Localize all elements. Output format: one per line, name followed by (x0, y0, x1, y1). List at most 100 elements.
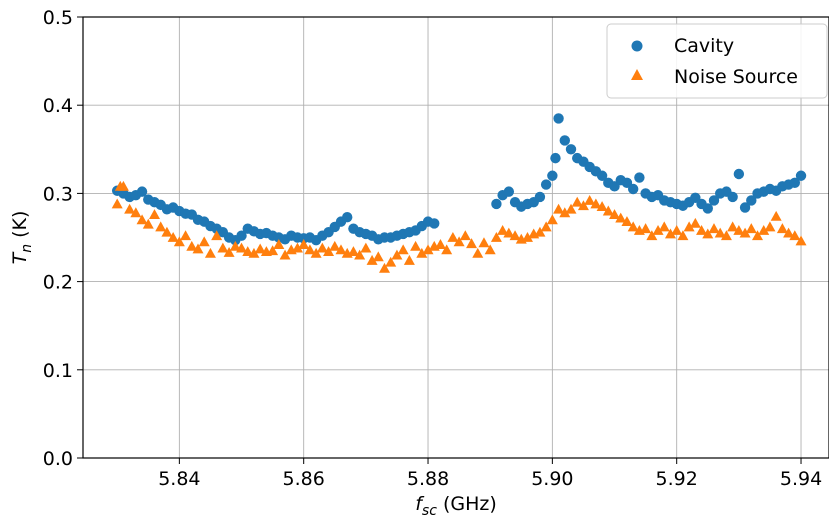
noise-source-point (447, 232, 459, 242)
noise-source-point (577, 200, 589, 211)
cavity-point (540, 179, 552, 190)
x-axis-title: fsc (GHz) (415, 493, 497, 516)
y-tick-label: 0.0 (43, 448, 73, 470)
noise-source-point (708, 223, 720, 234)
noise-source-point (478, 237, 490, 248)
noise-source-point (279, 249, 291, 260)
x-tick-label: 5.84 (158, 468, 200, 490)
noise-source-point (310, 247, 322, 258)
noise-source-point (540, 221, 552, 232)
noise-source-point (683, 221, 695, 232)
noise-source-point (783, 227, 795, 238)
legend-marker-noise-source (631, 69, 643, 80)
noise-source-point (180, 230, 192, 241)
legend-box (606, 23, 828, 99)
noise-source-point (497, 224, 509, 235)
cavity-point (789, 177, 801, 189)
noise-source-point (646, 230, 658, 241)
x-axis-title-sub: sc (422, 503, 437, 516)
noise-source-point (689, 217, 701, 228)
y-axis-title-unit: (K) (9, 211, 31, 244)
noise-source-point (733, 224, 745, 235)
series-cavity (111, 113, 807, 246)
x-axis-title-main: f (415, 493, 425, 515)
noise-source-point (789, 230, 801, 241)
noise-source-point (422, 244, 434, 255)
cavity-point (634, 172, 645, 183)
legend-marker-cavity (631, 40, 643, 52)
noise-source-point (466, 238, 478, 249)
cavity-point (565, 144, 577, 155)
noise-source-point (521, 232, 533, 242)
noise-source-point (534, 226, 546, 237)
x-tick-label: 5.90 (531, 468, 573, 490)
cavity-point (550, 152, 561, 164)
noise-source-point (776, 223, 788, 234)
cavity-point (795, 170, 807, 181)
cavity-point (491, 198, 502, 210)
noise-source-point (602, 205, 614, 216)
noise-source-point (596, 201, 608, 212)
noise-source-point (354, 249, 366, 260)
noise-source-point (714, 227, 726, 238)
noise-source-point (459, 230, 471, 241)
noise-source-point (671, 224, 683, 235)
x-tick-label: 5.86 (283, 468, 325, 490)
noise-source-point (173, 236, 185, 247)
noise-source-point (559, 207, 571, 218)
noise-source-point (211, 230, 223, 241)
cavity-point (534, 191, 546, 203)
noise-source-point (167, 232, 179, 242)
y-tick-label: 0.4 (43, 95, 73, 117)
noise-source-point (584, 194, 596, 205)
noise-source-point (329, 240, 341, 251)
y-tick-label: 0.2 (43, 272, 73, 294)
noise-source-point (764, 221, 776, 232)
noise-source-point (236, 242, 248, 253)
noise-source-point (198, 236, 210, 247)
noise-source-point (267, 245, 279, 256)
y-tick-label: 0.1 (43, 360, 73, 382)
cavity-point (596, 170, 608, 181)
noise-source-point (609, 209, 621, 219)
noise-source-point (229, 240, 241, 251)
noise-source-point (366, 254, 378, 265)
noise-source-point (291, 242, 303, 253)
noise-source-point (416, 247, 428, 258)
noise-source-point (745, 223, 757, 234)
noise-source-point (403, 254, 415, 265)
noise-source-point (795, 235, 807, 246)
legend: Cavity Noise Source (606, 23, 828, 99)
noise-source-point (615, 212, 627, 223)
cavity-point (733, 168, 745, 180)
cavity-point (553, 113, 564, 124)
noise-source-point (316, 242, 328, 253)
x-tick-label: 5.92 (656, 468, 698, 490)
y-axis-title-main: T (9, 251, 31, 264)
noise-source-point (410, 240, 422, 251)
noise-source-point (490, 232, 502, 242)
noise-source-point (739, 227, 751, 238)
noise-source-point (565, 203, 577, 214)
y-tick-label: 0.5 (43, 7, 73, 29)
x-tick-label: 5.94 (780, 468, 822, 490)
noise-source-point (360, 242, 372, 253)
cavity-point (708, 195, 720, 206)
cavity-point (559, 135, 570, 146)
cavity-point (746, 195, 757, 206)
noise-source-point (727, 221, 739, 232)
noise-source-point (161, 226, 173, 237)
noise-source-point (124, 203, 136, 214)
noise-source-point (658, 221, 670, 232)
noise-source-point (571, 196, 583, 207)
noise-source-point (273, 239, 285, 249)
noise-source-point (192, 243, 204, 254)
noise-source-point (204, 247, 216, 258)
noise-source-point (148, 209, 160, 219)
y-tick-label: 0.3 (43, 183, 73, 205)
noise-source-point (130, 207, 142, 218)
y-axis-title: Tn (K) (9, 211, 35, 265)
noise-source-point (696, 224, 708, 235)
noise-source-point (441, 244, 453, 255)
